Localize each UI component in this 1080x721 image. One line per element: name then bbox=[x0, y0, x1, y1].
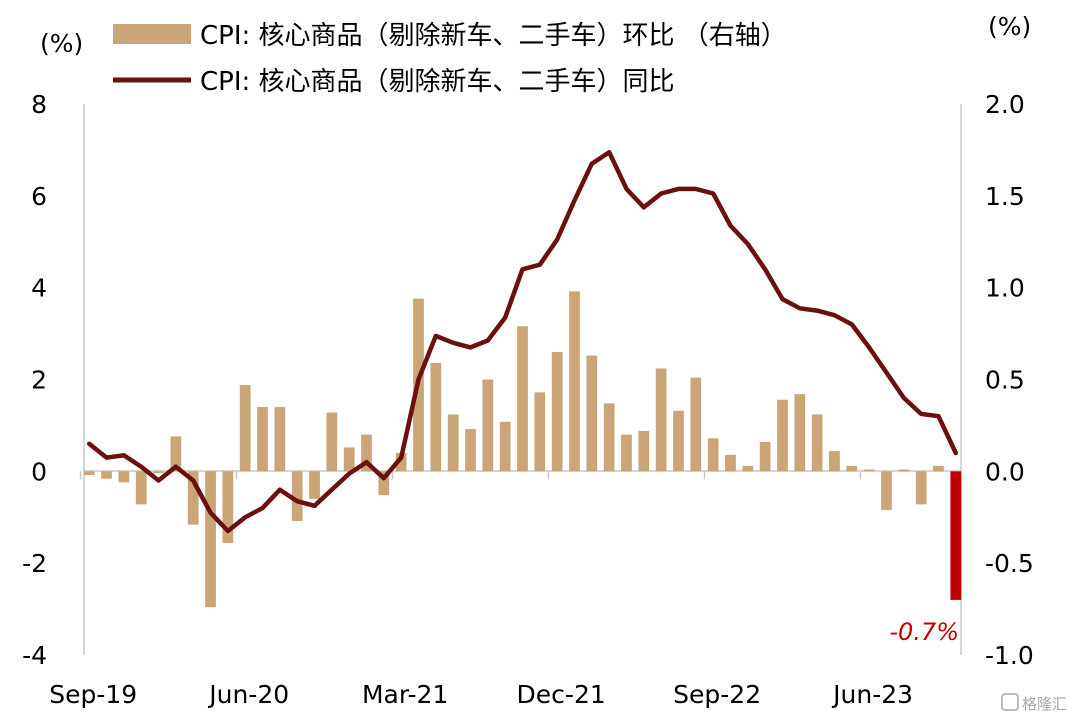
bar bbox=[759, 441, 771, 472]
bar bbox=[205, 471, 216, 608]
bar bbox=[881, 471, 892, 510]
bar bbox=[222, 471, 234, 543]
bar bbox=[690, 377, 702, 472]
bar bbox=[725, 454, 736, 472]
bar bbox=[378, 471, 390, 496]
bar bbox=[309, 471, 320, 499]
right-tick-label: 2.0 bbox=[985, 90, 1025, 119]
bar bbox=[447, 414, 459, 472]
left-tick-label: -4 bbox=[22, 641, 47, 670]
bar bbox=[274, 407, 286, 472]
legend-bar-label: CPI: 核心商品（剔除新车、二手车）环比 （右轴） bbox=[200, 21, 787, 51]
bar-latest bbox=[950, 471, 962, 600]
left-tick-label: 2 bbox=[31, 366, 47, 395]
bar bbox=[534, 392, 546, 472]
line-series bbox=[86, 149, 959, 534]
bar bbox=[482, 379, 494, 472]
left-tick-label: 0 bbox=[31, 457, 47, 486]
right-tick-label: -1.0 bbox=[985, 641, 1034, 670]
bar bbox=[326, 412, 338, 472]
bar bbox=[621, 434, 632, 472]
legend-line-label: CPI: 核心商品（剔除新车、二手车）同比 bbox=[200, 67, 675, 97]
bar bbox=[118, 471, 130, 483]
bar bbox=[915, 471, 927, 505]
left-tick-label: 8 bbox=[31, 90, 47, 119]
bar bbox=[465, 429, 476, 472]
bar bbox=[569, 291, 580, 472]
bar bbox=[499, 421, 511, 472]
bar bbox=[586, 355, 598, 472]
right-axis-unit: (%) bbox=[988, 12, 1031, 41]
bar bbox=[811, 414, 823, 472]
bar bbox=[101, 471, 112, 479]
left-tick-label: 4 bbox=[31, 274, 47, 303]
bar bbox=[777, 399, 788, 472]
bar bbox=[170, 436, 182, 472]
bar-series bbox=[83, 291, 962, 608]
right-tick-label: 1.5 bbox=[985, 182, 1025, 211]
bar bbox=[361, 434, 372, 472]
bar bbox=[863, 469, 875, 472]
right-tick-label: 1.0 bbox=[985, 274, 1025, 303]
right-axis-ticks: 2.0 1.5 1.0 0.5 0.0 -0.5 -1.0 bbox=[985, 90, 1034, 670]
bar bbox=[153, 471, 164, 474]
bar bbox=[933, 465, 944, 472]
right-tick-label: -0.5 bbox=[985, 549, 1034, 578]
bar bbox=[517, 326, 528, 472]
legend-bar-swatch bbox=[113, 24, 191, 44]
x-tick-label: Dec-21 bbox=[517, 680, 606, 709]
bar bbox=[551, 351, 563, 472]
bar bbox=[638, 430, 650, 472]
bar bbox=[187, 471, 199, 525]
watermark: 格隆汇 bbox=[1001, 693, 1067, 713]
x-axis-ticks: Sep-19 Jun-20 Mar-21 Dec-21 Sep-22 Jun-23 bbox=[49, 471, 913, 709]
bar bbox=[707, 438, 719, 472]
bar bbox=[829, 451, 840, 472]
bar bbox=[742, 465, 754, 472]
x-tick-label: Sep-22 bbox=[673, 680, 761, 709]
x-tick-label: Jun-20 bbox=[207, 680, 289, 709]
bar bbox=[794, 394, 806, 472]
x-tick-label: Jun-23 bbox=[831, 680, 913, 709]
bar bbox=[846, 465, 858, 472]
left-tick-label: 6 bbox=[31, 182, 47, 211]
bar bbox=[430, 362, 442, 472]
watermark-text: 格隆汇 bbox=[1022, 695, 1067, 713]
bar bbox=[343, 447, 355, 472]
bar bbox=[239, 385, 251, 472]
bar bbox=[898, 469, 910, 472]
left-tick-label: -2 bbox=[22, 549, 47, 578]
last-bar-annotation: -0.7% bbox=[889, 618, 959, 646]
right-tick-label: 0.5 bbox=[985, 366, 1025, 395]
bar bbox=[135, 471, 147, 505]
yoy-line bbox=[86, 149, 959, 534]
bar bbox=[655, 368, 667, 472]
bar bbox=[673, 410, 684, 472]
x-tick-label: Mar-21 bbox=[362, 680, 448, 709]
bar bbox=[257, 407, 268, 472]
right-tick-label: 0.0 bbox=[985, 457, 1025, 486]
bar bbox=[291, 471, 303, 521]
legend: CPI: 核心商品（剔除新车、二手车）环比 （右轴） CPI: 核心商品（剔除新… bbox=[113, 21, 787, 97]
watermark-logo-icon bbox=[1001, 693, 1019, 711]
x-tick-label: Sep-19 bbox=[49, 680, 137, 709]
bar bbox=[603, 403, 615, 472]
bar bbox=[83, 471, 95, 476]
bar bbox=[395, 452, 407, 472]
left-axis-ticks: 8 6 4 2 0 -2 -4 bbox=[22, 90, 47, 670]
left-axis-unit: (%) bbox=[40, 29, 83, 58]
